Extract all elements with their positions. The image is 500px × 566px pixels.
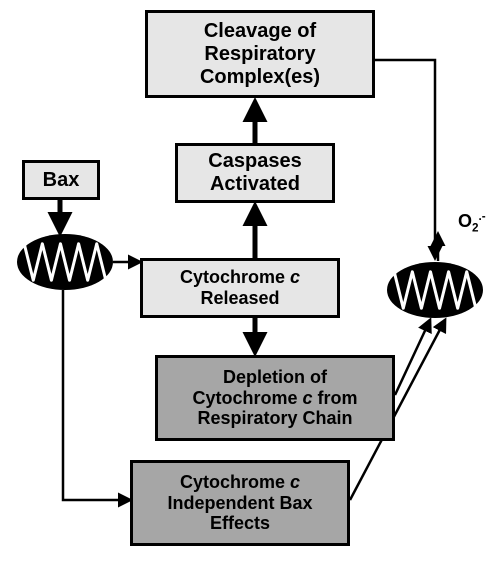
box-cleavage: Cleavage ofRespiratoryComplex(es) bbox=[145, 10, 375, 98]
box-depletion-label: Depletion ofCytochrome c fromRespiratory… bbox=[192, 367, 357, 429]
box-cytc-rel-label: Cytochrome cReleased bbox=[180, 267, 300, 308]
box-cytochrome-c-released: Cytochrome cReleased bbox=[140, 258, 340, 318]
box-cleavage-label: Cleavage ofRespiratoryComplex(es) bbox=[200, 20, 320, 89]
mitochondrion-right-icon bbox=[384, 259, 486, 321]
box-bax-label: Bax bbox=[43, 169, 80, 192]
diagram-stage: Cleavage ofRespiratoryComplex(es) Bax Ca… bbox=[0, 0, 500, 566]
box-bax: Bax bbox=[22, 160, 100, 200]
box-cytc-indep-label: Cytochrome cIndependent BaxEffects bbox=[167, 472, 312, 534]
superoxide-label: O2.- bbox=[458, 210, 486, 235]
box-caspases-label: CaspasesActivated bbox=[208, 150, 301, 196]
mitochondrion-left-icon bbox=[14, 231, 116, 293]
box-cytochrome-c-depletion: Depletion ofCytochrome c fromRespiratory… bbox=[155, 355, 395, 441]
box-caspases-activated: CaspasesActivated bbox=[175, 143, 335, 203]
box-cytc-independent-effects: Cytochrome cIndependent BaxEffects bbox=[130, 460, 350, 546]
